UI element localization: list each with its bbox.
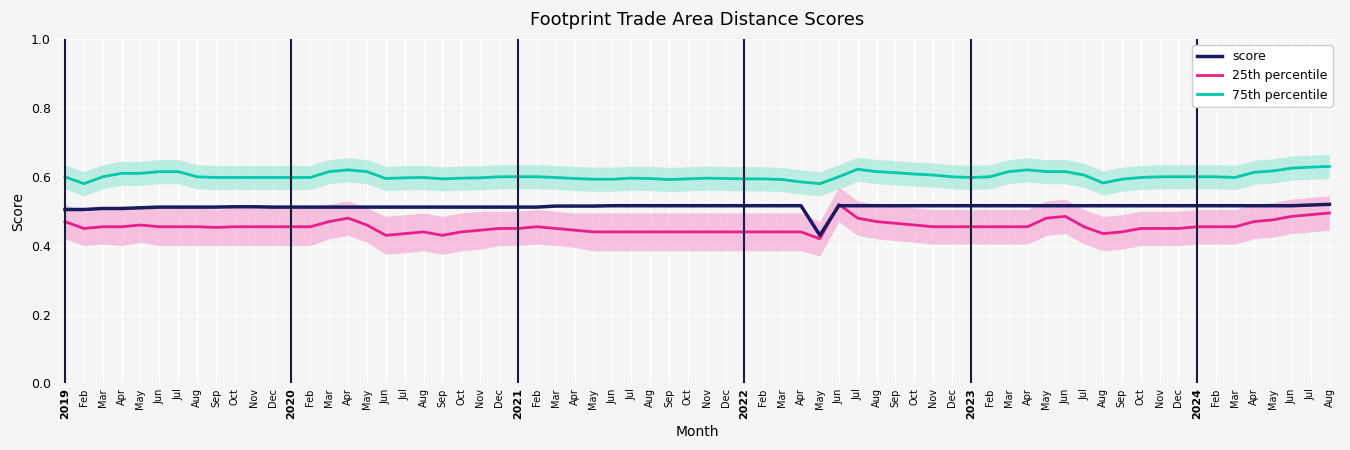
score [774,203,790,208]
25th percentile [57,219,73,224]
score [359,204,375,210]
25th percentile [1227,224,1243,230]
25th percentile [1208,224,1224,230]
75th percentile [378,176,394,181]
Y-axis label: Score: Score [11,192,26,231]
Title: Footprint Trade Area Distance Scores: Footprint Trade Area Distance Scores [531,11,864,29]
X-axis label: Month: Month [675,425,720,439]
Line: 75th percentile: 75th percentile [65,166,1330,184]
Line: score: score [65,204,1330,235]
75th percentile [792,179,809,184]
25th percentile [1246,219,1262,224]
25th percentile [1322,210,1338,216]
25th percentile [830,202,846,207]
Line: 25th percentile: 25th percentile [65,204,1330,239]
score [1322,202,1338,207]
75th percentile [76,181,92,186]
75th percentile [57,174,73,180]
75th percentile [605,176,621,182]
score [340,204,356,210]
25th percentile [1095,231,1111,236]
75th percentile [1322,164,1338,169]
75th percentile [359,169,375,174]
score [811,233,828,238]
score [1208,203,1224,208]
score [57,207,73,212]
25th percentile [811,236,828,242]
75th percentile [1208,174,1224,180]
75th percentile [811,181,828,186]
score [792,203,809,208]
25th percentile [1000,224,1017,230]
Legend: score, 25th percentile, 75th percentile: score, 25th percentile, 75th percentile [1192,45,1332,107]
score [586,203,602,209]
25th percentile [944,224,960,230]
